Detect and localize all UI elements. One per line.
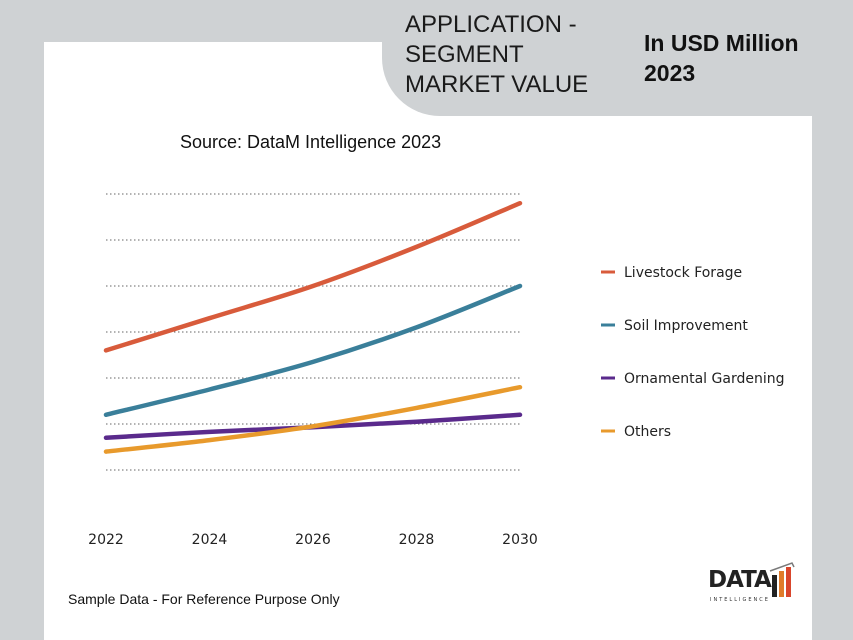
series-line-4 — [103, 384, 523, 454]
logo-subtext: INTELLIGENCE — [710, 597, 770, 603]
source-text: Source: DataM Intelligence 2023 — [180, 132, 442, 152]
series-line-2 — [103, 283, 523, 418]
segment-title-line-3: MARKET VALUE — [405, 71, 589, 98]
legend-label: Others — [624, 424, 671, 440]
logo-text: DATA — [708, 567, 772, 593]
chart-card — [44, 42, 812, 640]
unit-label-line-1: In USD Million — [644, 30, 799, 56]
logo-bars-icon — [769, 562, 795, 597]
x-tick-label: 2030 — [502, 532, 538, 548]
x-tick-label: 2026 — [295, 532, 331, 548]
legend-label: Ornamental Gardening — [624, 371, 784, 387]
legend-label: Soil Improvement — [624, 318, 748, 334]
x-axis-ticks: 2022 2024 2026 2028 2030 — [88, 532, 538, 548]
chart-grid — [106, 193, 520, 471]
chart-series — [103, 200, 523, 454]
x-tick-label: 2022 — [88, 532, 124, 548]
chart-legend: Livestock Forage Soil Improvement Ornament… — [601, 265, 784, 440]
series-line-1 — [103, 200, 523, 353]
x-tick-label: 2028 — [399, 532, 435, 548]
legend-label: Livestock Forage — [624, 265, 742, 281]
header-tab — [382, 0, 853, 116]
x-tick-label: 2024 — [192, 532, 228, 548]
footer-note: Sample Data - For Reference Purpose Only — [68, 591, 340, 607]
segment-title: APPLICATION - SEGMENT MARKET VALUE — [405, 10, 625, 100]
segment-title-line-2: SEGMENT — [405, 41, 524, 68]
unit-label-line-2: 2023 — [644, 60, 696, 86]
brand-logo: DATA INTELLIGENCE — [708, 561, 804, 611]
unit-label: In USD Million 2023 — [644, 28, 799, 88]
segment-title-line-1: APPLICATION - — [405, 11, 577, 38]
